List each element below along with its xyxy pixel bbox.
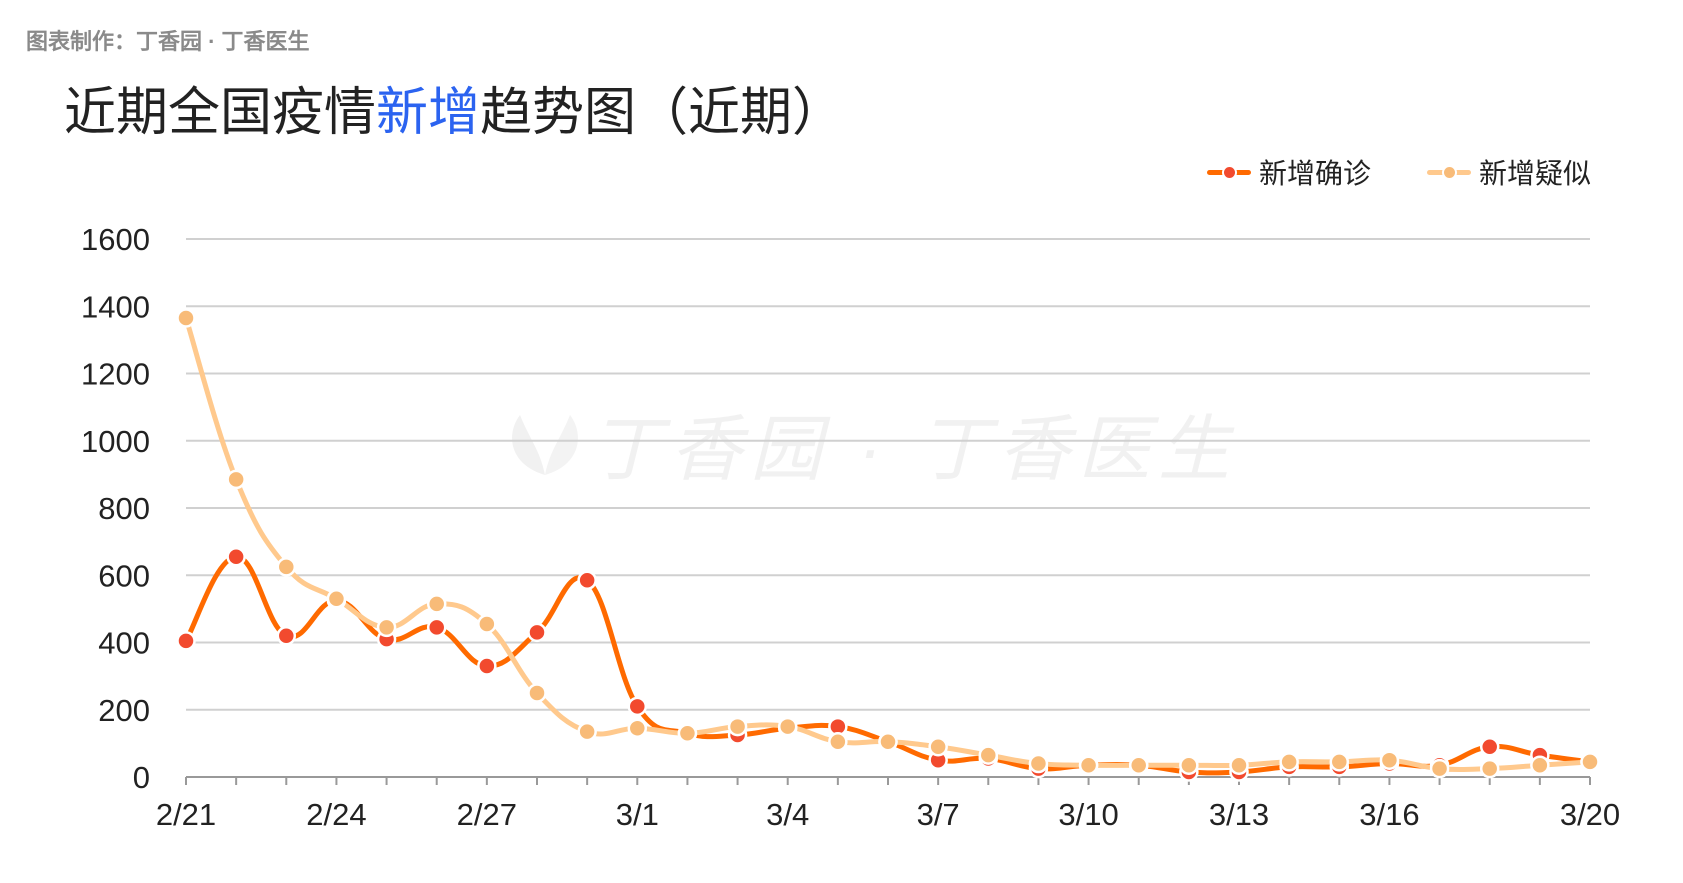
data-point-confirmed [276,626,297,646]
y-tick-label: 400 [98,626,150,661]
legend-item-confirmed[interactable]: 新增确诊 [1206,152,1371,192]
x-tick-label: 3/10 [1058,797,1118,832]
data-point-confirmed [477,656,497,676]
data-point-suspected [577,721,597,742]
legend-swatch-suspected [1426,161,1471,183]
title-highlight: 新增 [376,84,481,142]
data-point-confirmed [176,631,196,651]
data-point-suspected [928,736,948,757]
data-point-suspected [1028,753,1049,774]
data-point-suspected [878,731,898,752]
y-tick-label: 0 [133,760,150,795]
x-tick-label: 2/27 [457,797,517,832]
data-point-suspected [677,723,698,744]
legend-swatch-confirmed [1206,161,1251,183]
data-point-confirmed [1479,736,1500,757]
data-point-suspected [1530,755,1550,775]
watermark-leaf-icon [512,415,578,475]
x-tick-label: 2/21 [156,797,216,832]
data-point-confirmed [226,547,246,567]
data-point-suspected [978,745,999,765]
y-tick-label: 1000 [81,424,150,459]
chart-title: 近期全国疫情新增趋势图（近期） [64,70,844,145]
data-point-suspected [477,614,497,634]
x-tick-label: 3/1 [616,797,659,832]
x-tick-label: 2/24 [306,797,366,832]
data-point-suspected [176,308,196,328]
chart-credit: 图表制作：丁香园 · 丁香医生 [26,29,310,54]
data-point-suspected [527,683,547,703]
data-point-suspected [1329,752,1350,772]
data-point-suspected [1379,750,1400,770]
y-tick-label: 1400 [81,289,150,324]
data-point-suspected [1479,758,1500,779]
y-tick-label: 800 [98,491,150,526]
data-point-suspected [777,716,798,737]
series-line-suspected [183,315,1593,773]
x-tick-label: 3/13 [1209,797,1269,832]
data-point-suspected [627,718,648,738]
data-point-suspected [426,594,447,614]
data-point-suspected [828,731,848,752]
data-point-suspected [1078,755,1099,775]
legend-item-suspected[interactable]: 新增疑似 [1426,152,1591,192]
data-point-suspected [727,716,748,737]
title-part-after: 趋势图（近期） [480,84,845,142]
data-point-suspected [1429,758,1450,779]
data-point-suspected [276,557,297,577]
data-point-suspected [376,617,397,638]
y-tick-label: 200 [98,693,150,728]
data-point-suspected [1279,752,1299,772]
x-tick-label: 3/4 [766,797,809,832]
legend-label-confirmed: 新增确诊 [1258,158,1371,189]
x-tick-label: 3/16 [1359,797,1419,832]
title-part-before: 近期全国疫情 [64,84,377,142]
data-point-confirmed [627,696,648,717]
y-tick-label: 1200 [81,357,150,392]
data-point-confirmed [527,622,547,643]
data-point-suspected [1179,755,1199,775]
legend-label-suspected: 新增疑似 [1478,158,1591,189]
data-point-confirmed [426,617,447,638]
data-point-suspected [1128,755,1149,775]
y-tick-label: 600 [98,558,150,593]
watermark: 丁香园 · 丁香医生 [590,410,1238,490]
chart-legend: 新增确诊 新增疑似 [1206,152,1591,192]
data-point-suspected [1580,752,1600,772]
y-tick-label: 1600 [81,222,150,257]
data-point-suspected [1229,755,1249,775]
data-point-suspected [226,469,246,490]
x-tick-label: 3/20 [1560,797,1620,832]
data-point-confirmed [577,570,597,591]
x-tick-label: 3/7 [917,797,960,832]
data-point-suspected [326,589,347,609]
